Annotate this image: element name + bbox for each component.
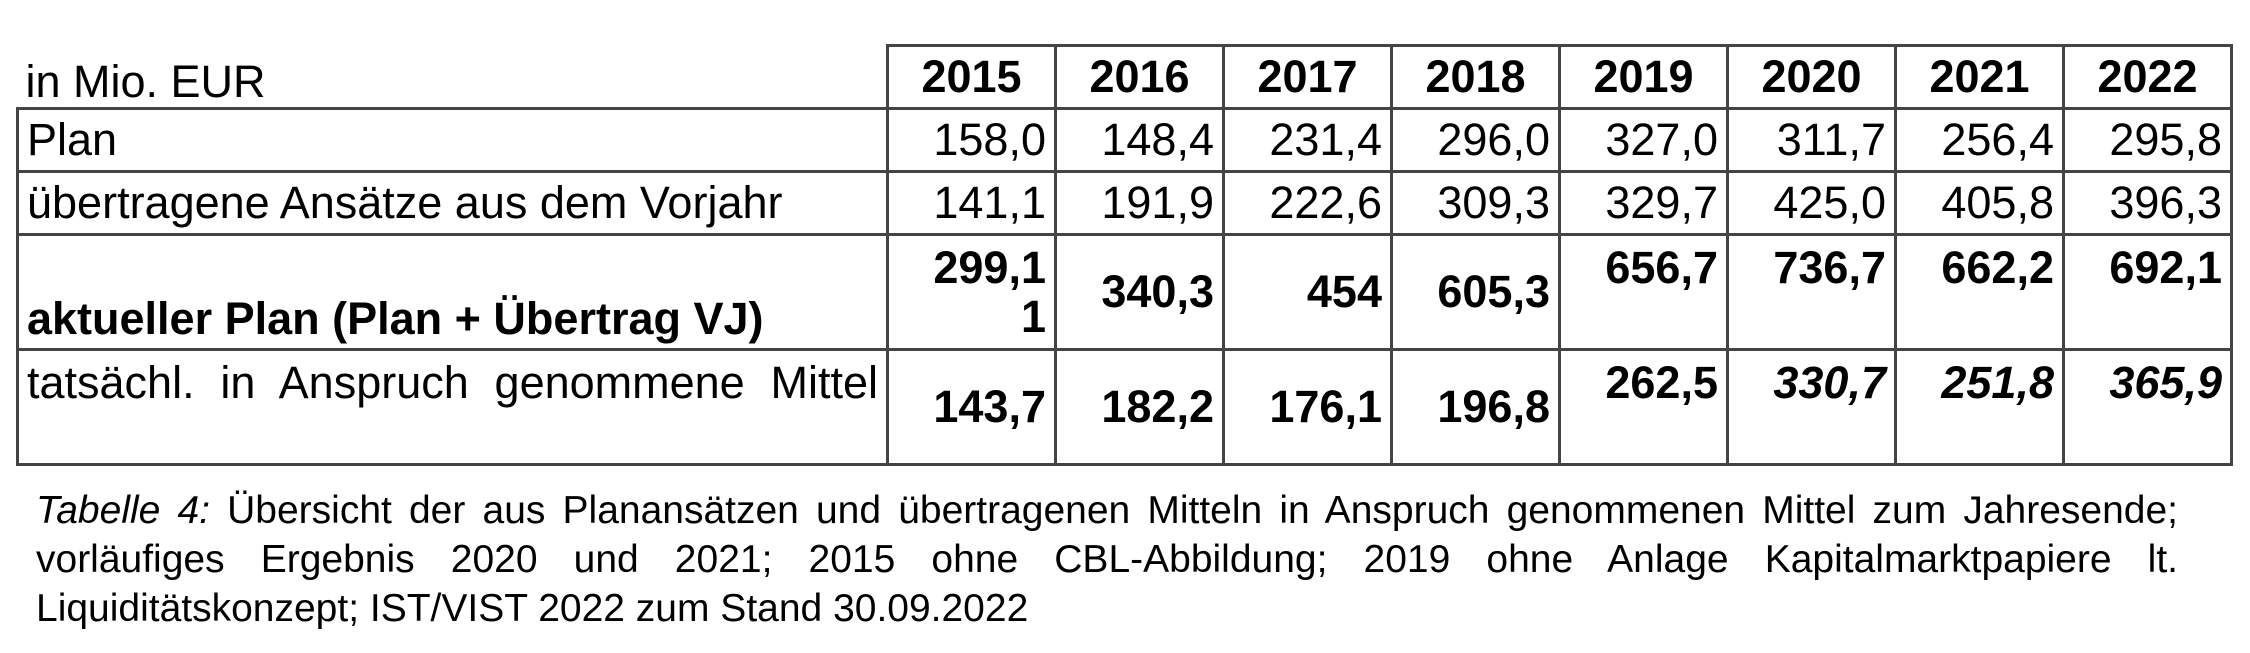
row-label: aktueller Plan (Plan + Übertrag VJ): [16, 233, 889, 351]
value-cell: 454: [1222, 233, 1393, 351]
value-cell: 222,6: [1222, 170, 1393, 236]
value-cell: 296,0: [1390, 107, 1561, 173]
year-header: 2021: [1894, 44, 2065, 110]
value-cell: 656,7: [1558, 233, 1729, 351]
year-header: 2020: [1726, 44, 1897, 110]
value-cell: 396,3: [2062, 170, 2233, 236]
table-row: aktueller Plan (Plan + Übertrag VJ) 299,…: [16, 233, 2233, 351]
value-cell: 251,8: [1894, 348, 2065, 466]
table-row: tatsächl. in Anspruch genommene Mittel 1…: [16, 348, 2233, 466]
value-cell: 327,0: [1558, 107, 1729, 173]
year-header: 2022: [2062, 44, 2233, 110]
value-cell: 231,4: [1222, 107, 1393, 173]
table-row: Plan 158,0 148,4 231,4 296,0 327,0 311,7…: [16, 107, 2233, 173]
value-cell: 605,3: [1390, 233, 1561, 351]
year-header: 2016: [1054, 44, 1225, 110]
value-cell: 405,8: [1894, 170, 2065, 236]
value-cell: 330,7: [1726, 348, 1897, 466]
value-cell: 692,1: [2062, 233, 2233, 351]
header-row: in Mio. EUR 2015 2016 2017 2018 2019 202…: [17, 44, 2233, 110]
value-cell: 182,2: [1054, 348, 1225, 466]
data-table: in Mio. EUR 2015 2016 2017 2018 2019 202…: [16, 44, 2233, 466]
value-cell: 262,5: [1558, 348, 1729, 466]
year-header: 2017: [1222, 44, 1393, 110]
value-cell: 736,7: [1726, 233, 1897, 351]
caption-label: Tabelle 4:: [36, 489, 210, 532]
row-label: Plan: [16, 107, 889, 173]
year-header: 2019: [1558, 44, 1729, 110]
value-cell: 365,9: [2062, 348, 2233, 466]
value-cell: 256,4: [1894, 107, 2065, 173]
row-label: tatsächl. in Anspruch genommene Mittel: [16, 348, 889, 466]
value-cell: 148,4: [1054, 107, 1225, 173]
year-header: 2015: [886, 44, 1057, 110]
caption-text: Übersicht der aus Planansätzen und übert…: [36, 489, 2178, 630]
value-cell: 196,8: [1390, 348, 1561, 466]
value-cell: 299,1 1: [886, 233, 1057, 351]
value-cell: 329,7: [1558, 170, 1729, 236]
value-cell: 158,0: [886, 107, 1057, 173]
value-cell: 141,1: [886, 170, 1057, 236]
table-row: übertragene Ansätze aus dem Vorjahr 141,…: [16, 170, 2233, 236]
value-cell: 143,7: [886, 348, 1057, 466]
row-label: übertragene Ansätze aus dem Vorjahr: [16, 170, 889, 236]
unit-label: in Mio. EUR: [17, 45, 889, 110]
value-cell: 340,3: [1054, 233, 1225, 351]
value-cell: 662,2: [1894, 233, 2065, 351]
value-cell: 425,0: [1726, 170, 1897, 236]
year-header: 2018: [1390, 44, 1561, 110]
value-cell: 295,8: [2062, 107, 2233, 173]
table-caption: Tabelle 4: Übersicht der aus Planansätze…: [36, 486, 2178, 633]
value-cell: 311,7: [1726, 107, 1897, 173]
value-cell: 309,3: [1390, 170, 1561, 236]
value-cell: 176,1: [1222, 348, 1393, 466]
value-cell: 191,9: [1054, 170, 1225, 236]
